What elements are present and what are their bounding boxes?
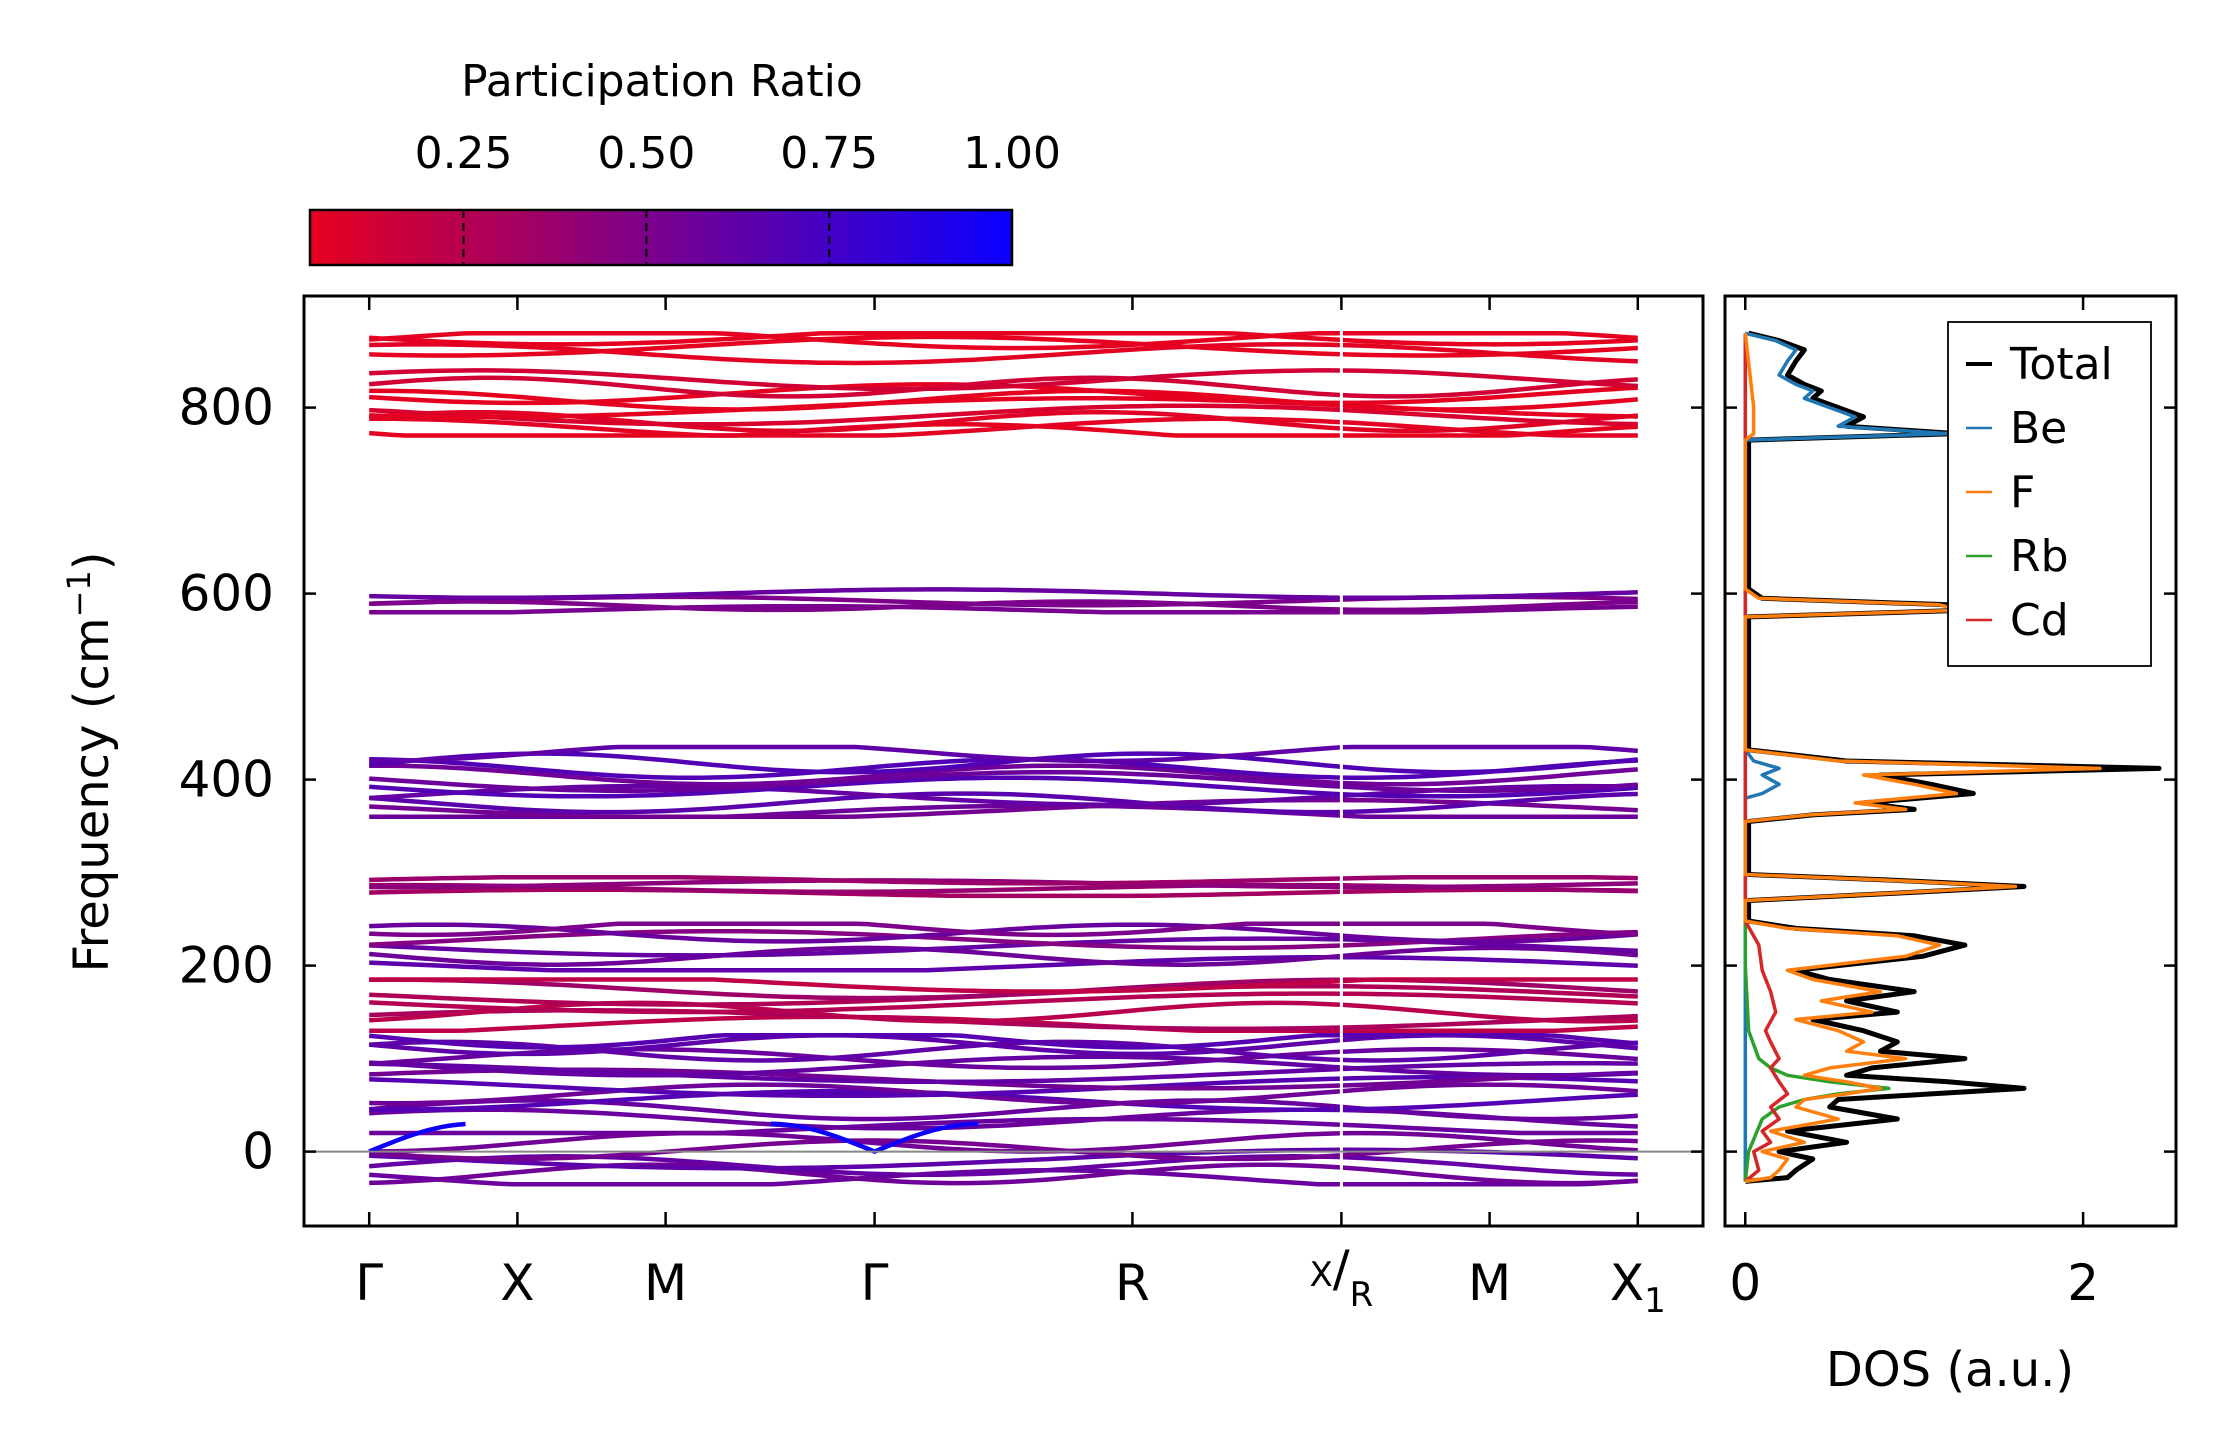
dos-lines bbox=[1743, 330, 2162, 1184]
y-tick-label: 600 bbox=[179, 565, 274, 623]
band-line bbox=[369, 945, 1638, 967]
band-line bbox=[369, 330, 1638, 347]
dos-legend: Total Be F Rb Cd bbox=[1947, 321, 2152, 667]
colorbar-tick-label: 0.25 bbox=[415, 128, 513, 179]
colorbar: Participation Ratio 0.25 0.50 0.75 1.00 bbox=[308, 56, 1061, 267]
band-line bbox=[369, 587, 1638, 601]
colorbar-gradient bbox=[308, 208, 1014, 267]
y-tick-label: 0 bbox=[242, 1123, 274, 1181]
x-tick-label: R bbox=[1115, 1254, 1150, 1312]
band-line bbox=[369, 875, 1638, 886]
x-tick-label: M bbox=[644, 1254, 687, 1312]
y-axis-label: Frequency (cm−1) bbox=[60, 551, 120, 972]
colorbar-tick-label: 0.50 bbox=[597, 128, 695, 179]
legend-label: F bbox=[2010, 467, 2035, 518]
band-line bbox=[369, 1088, 1638, 1112]
band-line bbox=[369, 791, 1638, 815]
band-line bbox=[368, 751, 1639, 775]
band-line bbox=[369, 1116, 1638, 1136]
y-tick-label: 200 bbox=[179, 937, 274, 995]
legend-label: Rb bbox=[2010, 531, 2069, 582]
band-line bbox=[369, 744, 1638, 764]
legend-label: Total bbox=[2009, 339, 2113, 390]
band-line bbox=[369, 1074, 1638, 1099]
band-y-ticks: 0 200 400 600 800 bbox=[179, 379, 1703, 1181]
x-tick-label: X1 bbox=[1610, 1254, 1666, 1321]
band-x-ticks: Γ X M Γ R X/R M X1 bbox=[355, 296, 1666, 1321]
band-structure-panel: 0 200 400 600 800 Γ X M Γ R X/R M X1 Frequency (cm−… bbox=[60, 294, 1705, 1321]
band-plot-frame bbox=[302, 294, 1705, 1228]
band-line bbox=[369, 763, 1638, 787]
x-tick-label: Γ bbox=[355, 1254, 383, 1312]
band-line bbox=[369, 1138, 1638, 1162]
band-line bbox=[369, 603, 1638, 615]
colorbar-tick-label: 1.00 bbox=[963, 128, 1061, 179]
band-line bbox=[369, 1039, 1638, 1063]
dos-series-cd bbox=[1743, 333, 1790, 1183]
dos-series-f bbox=[1743, 333, 2102, 1184]
x-tick-label: M bbox=[1468, 1254, 1511, 1312]
band-line bbox=[369, 422, 1638, 438]
x-tick-label: X/R bbox=[1310, 1240, 1374, 1315]
band-line bbox=[369, 334, 1638, 358]
band-line bbox=[369, 775, 1638, 799]
band-line bbox=[369, 977, 1638, 994]
band-line bbox=[369, 954, 1638, 973]
legend-label: Cd bbox=[2010, 595, 2069, 646]
dos-x-axis-label: DOS (a.u.) bbox=[1826, 1342, 2074, 1398]
band-lines bbox=[368, 296, 1639, 1226]
band-line bbox=[369, 1061, 1638, 1085]
dos-series-be bbox=[1743, 331, 1950, 1182]
x-tick-label: Γ bbox=[861, 1254, 889, 1312]
band-line bbox=[369, 797, 1638, 820]
y-tick-label: 400 bbox=[179, 751, 274, 809]
band-line bbox=[369, 403, 1638, 427]
colorbar-ticks: 0.25 0.50 0.75 1.00 bbox=[415, 128, 1061, 265]
band-line bbox=[369, 922, 1638, 944]
band-line bbox=[369, 1082, 1638, 1106]
band-line bbox=[369, 368, 1638, 392]
dos-x-tick-label: 0 bbox=[1729, 1254, 1761, 1312]
band-line bbox=[368, 375, 1638, 399]
band-line bbox=[369, 342, 1638, 366]
y-tick-label: 800 bbox=[179, 379, 274, 437]
x-tick-label: X bbox=[500, 1254, 534, 1312]
dos-plot-frame bbox=[1723, 294, 2178, 1228]
dos-x-tick-label: 2 bbox=[2067, 1254, 2099, 1312]
legend-label: Be bbox=[2010, 403, 2067, 454]
band-line bbox=[369, 330, 1638, 351]
dos-y-ticks bbox=[1725, 406, 2176, 1153]
band-line bbox=[369, 416, 1638, 438]
colorbar-label: Participation Ratio bbox=[461, 56, 863, 107]
legend-frame bbox=[1947, 321, 2152, 667]
band-line bbox=[369, 1054, 1638, 1078]
acoustic-branch bbox=[368, 1121, 466, 1154]
colorbar-tick-label: 0.75 bbox=[780, 128, 878, 179]
band-line bbox=[368, 1033, 1638, 1050]
band-line bbox=[369, 991, 1638, 1015]
band-line bbox=[369, 769, 1638, 794]
band-line bbox=[369, 921, 1638, 938]
